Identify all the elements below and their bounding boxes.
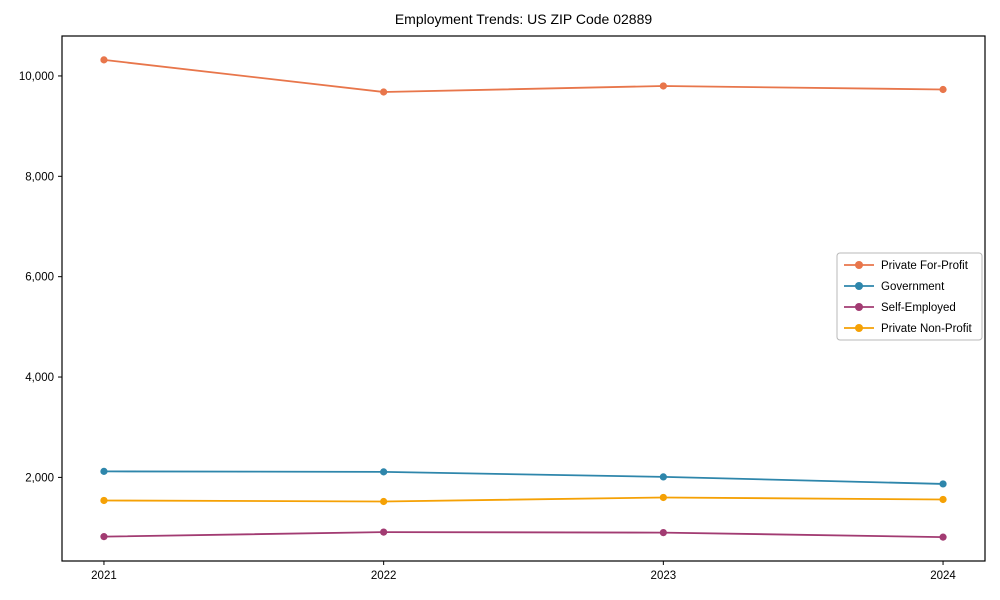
x-tick-label: 2022 bbox=[371, 570, 397, 582]
data-point-marker bbox=[380, 88, 388, 96]
data-point-marker bbox=[100, 467, 108, 475]
data-point-marker bbox=[380, 497, 388, 506]
legend-label: Self-Employed bbox=[881, 302, 956, 314]
legend-label: Government bbox=[881, 281, 945, 293]
data-point-marker bbox=[100, 533, 108, 541]
legend-swatch-marker bbox=[855, 324, 863, 332]
data-point-marker bbox=[939, 480, 947, 488]
series-line bbox=[103, 496, 944, 503]
y-tick-label: 4,000 bbox=[25, 372, 54, 384]
series-line bbox=[103, 58, 944, 93]
legend-label: Private For-Profit bbox=[881, 260, 969, 272]
y-tick-label: 6,000 bbox=[25, 272, 54, 284]
data-point-marker bbox=[659, 528, 667, 537]
legend-swatch-marker bbox=[855, 303, 863, 311]
data-point-marker bbox=[380, 528, 388, 536]
data-point-marker bbox=[659, 493, 667, 502]
data-point-marker bbox=[939, 495, 947, 504]
data-point-marker bbox=[939, 533, 947, 541]
chart-title: Employment Trends: US ZIP Code 02889 bbox=[394, 11, 653, 27]
legend-box bbox=[836, 252, 983, 341]
y-tick-label: 10,000 bbox=[19, 71, 54, 83]
legend-swatch-marker bbox=[855, 282, 863, 290]
data-point-marker bbox=[380, 468, 388, 476]
series-line bbox=[103, 531, 944, 539]
data-point-marker bbox=[100, 56, 108, 64]
x-tick-label: 2024 bbox=[930, 570, 956, 582]
x-tick-label: 2021 bbox=[91, 570, 117, 582]
y-tick-label: 8,000 bbox=[25, 171, 54, 183]
data-point-marker bbox=[100, 496, 108, 505]
y-tick-label: 2,000 bbox=[25, 472, 54, 484]
data-point-marker bbox=[659, 82, 667, 90]
data-point-marker bbox=[659, 473, 667, 481]
data-point-marker bbox=[939, 85, 947, 94]
x-tick-label: 2023 bbox=[651, 570, 677, 582]
legend-swatch-marker bbox=[855, 261, 863, 269]
series-line bbox=[103, 470, 944, 485]
plot-frame bbox=[61, 35, 986, 562]
legend-label: Private Non-Profit bbox=[881, 323, 973, 335]
